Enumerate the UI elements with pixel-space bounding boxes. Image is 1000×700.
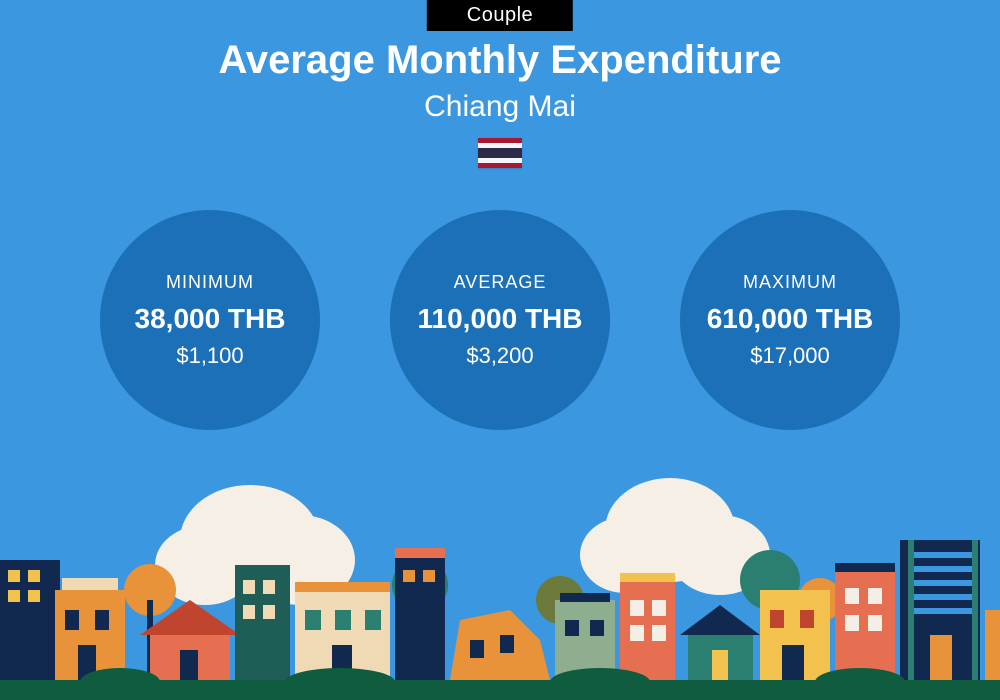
stat-circle-maximum: MAXIMUM 610,000 THB $17,000 [680, 210, 900, 430]
audience-badge: Couple [427, 0, 573, 31]
stat-label: MAXIMUM [743, 272, 837, 293]
stat-value-usd: $1,100 [176, 343, 243, 369]
cityscape-illustration [0, 470, 1000, 700]
infographic-canvas: Couple Average Monthly Expenditure Chian… [0, 0, 1000, 700]
stat-label: AVERAGE [454, 272, 547, 293]
stat-circles-row: MINIMUM 38,000 THB $1,100 AVERAGE 110,00… [0, 210, 1000, 430]
stat-circle-average: AVERAGE 110,000 THB $3,200 [390, 210, 610, 430]
page-title: Average Monthly Expenditure [0, 38, 1000, 83]
stat-circle-minimum: MINIMUM 38,000 THB $1,100 [100, 210, 320, 430]
stat-value-usd: $17,000 [750, 343, 830, 369]
thailand-flag-icon [478, 138, 522, 168]
stat-value-usd: $3,200 [466, 343, 533, 369]
stat-value-local: 610,000 THB [707, 303, 874, 335]
stat-label: MINIMUM [166, 272, 254, 293]
audience-badge-text: Couple [467, 4, 533, 26]
stat-value-local: 38,000 THB [135, 303, 286, 335]
page-subtitle: Chiang Mai [0, 90, 1000, 124]
stat-value-local: 110,000 THB [418, 303, 583, 335]
